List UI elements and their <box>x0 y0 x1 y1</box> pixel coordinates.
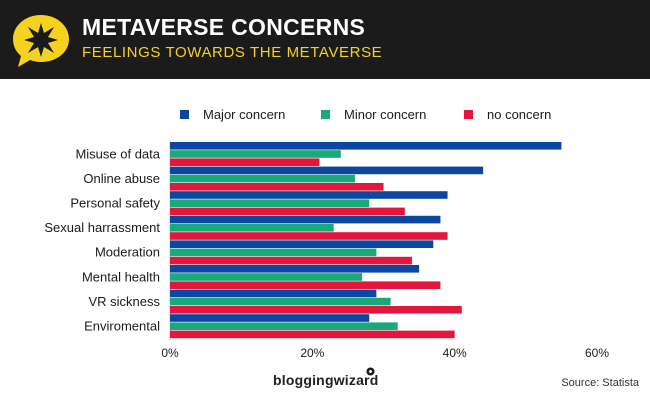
legend-item-none: no concern <box>464 104 551 124</box>
legend-swatch-minor <box>321 109 330 119</box>
legend-item-major: Major concern <box>180 104 285 124</box>
category-label: VR sickness <box>88 294 160 309</box>
category-label: Misuse of data <box>75 146 160 161</box>
bar-minor <box>170 199 370 207</box>
bar-none <box>170 281 441 289</box>
bar-none <box>170 158 320 166</box>
bar-none <box>170 330 455 339</box>
bar-minor <box>170 322 398 330</box>
pin-icon <box>366 367 375 376</box>
x-tick-label: 60% <box>585 346 609 360</box>
bar-minor <box>170 150 341 158</box>
bar-minor <box>170 174 356 183</box>
bar-minor <box>170 297 391 306</box>
brand-logo: bloggingwizard <box>273 372 379 388</box>
bar-major <box>170 142 562 150</box>
header-banner: METAVERSE CONCERNS FEELINGS TOWARDS THE … <box>0 0 650 79</box>
bar-major <box>170 215 441 224</box>
bar-major <box>170 191 448 199</box>
legend-label-none: no concern <box>487 106 552 122</box>
bar-major <box>170 289 377 298</box>
category-label: Enviromental <box>84 319 160 334</box>
bar-minor <box>170 273 363 281</box>
x-tick-label: 40% <box>443 346 467 360</box>
category-label: Sexual harrassment <box>44 220 160 235</box>
category-label: Moderation <box>95 245 160 260</box>
bar-none <box>170 232 448 240</box>
category-label: Mental health <box>82 269 160 284</box>
bar-none <box>170 207 405 216</box>
legend-label-minor: Minor concern <box>344 106 427 122</box>
bar-major <box>170 265 420 273</box>
category-label: Online abuse <box>83 171 160 186</box>
legend-swatch-none <box>464 109 473 119</box>
bar-major <box>170 240 434 248</box>
bar-none <box>170 306 462 314</box>
bar-none <box>170 183 384 191</box>
legend-label-major: Major concern <box>203 106 286 122</box>
bar-minor <box>170 224 334 232</box>
page-subtitle: FEELINGS TOWARDS THE METAVERSE <box>82 44 383 61</box>
chart-legend: Major concern Minor concern no concern <box>0 104 650 124</box>
page-title: METAVERSE CONCERNS <box>82 14 366 40</box>
bar-major <box>170 314 370 322</box>
legend-item-minor: Minor concern <box>321 104 426 124</box>
source-note: Source: Statista <box>561 377 639 389</box>
legend-swatch-major <box>180 109 189 119</box>
bar-none <box>170 256 412 265</box>
x-tick-label: 0% <box>161 346 179 360</box>
category-label: Personal safety <box>70 196 160 211</box>
star-speech-bubble-icon <box>13 15 69 67</box>
bar-major <box>170 166 484 175</box>
x-tick-label: 20% <box>300 346 324 360</box>
bar-minor <box>170 248 377 257</box>
